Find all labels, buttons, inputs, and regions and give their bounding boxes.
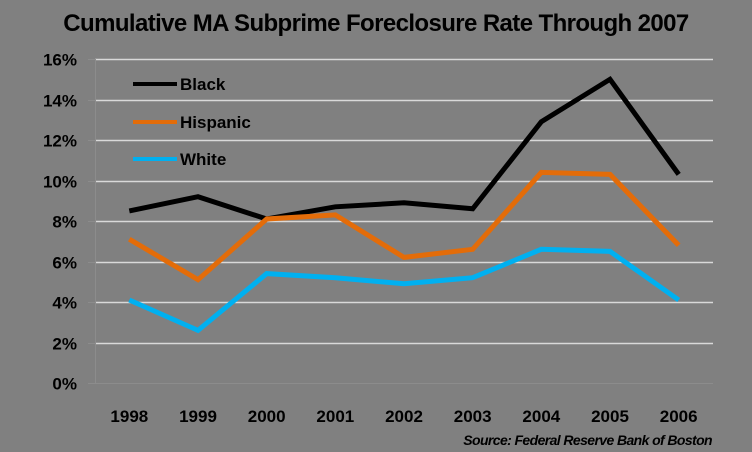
y-tick-label: 6% [52, 254, 77, 273]
y-tick-label: 16% [43, 51, 77, 70]
legend-item-hispanic: Hispanic [133, 113, 251, 132]
legend-item-white: White [133, 150, 226, 169]
x-tick-label: 2003 [454, 407, 492, 426]
series-line-black [128, 75, 681, 222]
series-lines [128, 75, 681, 334]
legend: Black Hispanic White [133, 75, 251, 169]
y-tick-label: 14% [43, 92, 77, 111]
series-line-hispanic [128, 169, 681, 283]
y-tick-label: 2% [52, 335, 77, 354]
x-axis-ticks: 1998 1999 2000 2001 2002 2003 2004 2005 2006 [110, 407, 697, 426]
gridlines [95, 58, 713, 345]
y-tick-label: 10% [43, 173, 77, 192]
x-tick-label: 2004 [522, 407, 560, 426]
y-tick-label: 4% [52, 294, 77, 313]
x-tick-label: 1998 [110, 407, 148, 426]
x-tick-label: 2002 [385, 407, 423, 426]
legend-label: Hispanic [180, 113, 251, 132]
y-axis-ticks: 0% 2% 4% 6% 8% 10% 12% 14% 16% [43, 51, 77, 394]
x-tick-label: 2006 [660, 407, 698, 426]
source-note: Source: Federal Reserve Bank of Boston [463, 432, 712, 448]
series-line-white [128, 246, 681, 334]
legend-item-black: Black [133, 75, 226, 94]
y-tick-label: 0% [52, 375, 77, 394]
chart-title: Cumulative MA Subprime Foreclosure Rate … [63, 10, 689, 37]
x-tick-label: 2005 [591, 407, 629, 426]
legend-label: White [180, 150, 226, 169]
axes [88, 59, 713, 384]
x-tick-label: 2001 [316, 407, 354, 426]
y-tick-label: 8% [52, 213, 77, 232]
y-tick-label: 12% [43, 132, 77, 151]
x-tick-label: 2000 [248, 407, 286, 426]
legend-label: Black [180, 75, 226, 94]
x-tick-label: 1999 [179, 407, 217, 426]
